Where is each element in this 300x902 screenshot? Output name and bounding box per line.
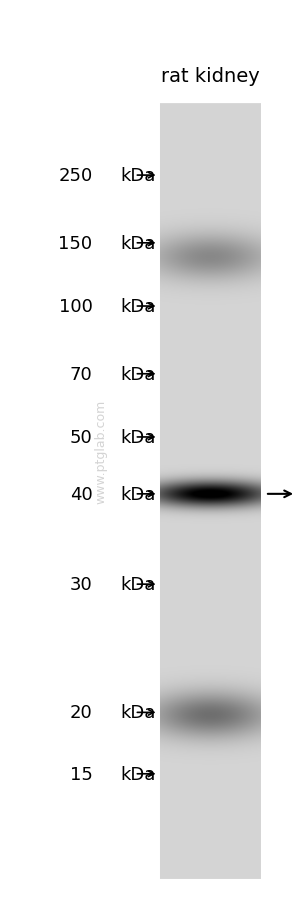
Text: kDa: kDa <box>121 765 156 783</box>
Text: 250: 250 <box>58 167 92 185</box>
Text: rat kidney: rat kidney <box>161 67 260 86</box>
Text: www.ptglab.com: www.ptglab.com <box>94 399 107 503</box>
Text: kDa: kDa <box>121 704 156 722</box>
Text: 20: 20 <box>70 704 92 722</box>
Text: kDa: kDa <box>121 235 156 253</box>
Text: 70: 70 <box>70 365 92 383</box>
Text: kDa: kDa <box>121 167 156 185</box>
Text: 150: 150 <box>58 235 92 253</box>
Text: 30: 30 <box>70 575 92 594</box>
Text: 40: 40 <box>70 485 92 503</box>
Text: kDa: kDa <box>121 298 156 316</box>
Text: kDa: kDa <box>121 485 156 503</box>
Text: kDa: kDa <box>121 428 156 446</box>
Text: 50: 50 <box>70 428 92 446</box>
Text: 100: 100 <box>58 298 92 316</box>
Text: kDa: kDa <box>121 575 156 594</box>
Text: 15: 15 <box>70 765 92 783</box>
Text: kDa: kDa <box>121 365 156 383</box>
